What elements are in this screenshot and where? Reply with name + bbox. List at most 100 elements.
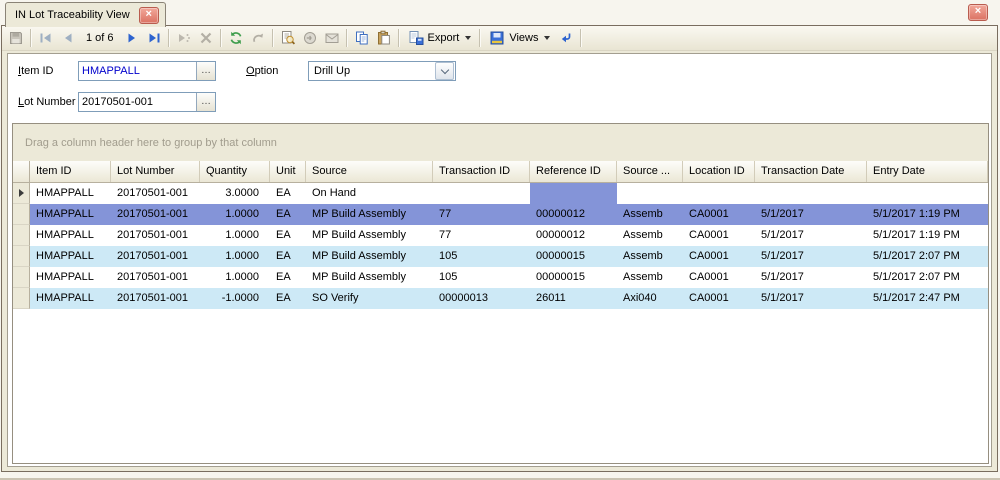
cell-transaction-date[interactable] [755,183,867,204]
row-selector[interactable] [13,288,30,309]
cell-unit[interactable]: EA [276,250,291,262]
grid-row-3[interactable]: HMAPPALL 20170501-001 1.0000 EA MP Build Ass… [13,225,988,246]
export-button[interactable]: Export [403,27,477,49]
cell-unit[interactable]: EA [276,208,291,220]
item-id-input[interactable] [79,62,196,80]
paste-button[interactable] [373,27,395,49]
cell-source[interactable]: On Hand [312,187,357,199]
print-preview-button[interactable] [277,27,299,49]
tab-close-button[interactable]: × [138,6,159,24]
cell-source[interactable]: MP Build Assembly [312,271,406,283]
cell-entry-date[interactable]: 5/1/2017 2:07 PM [873,271,960,283]
cell-item-id[interactable]: HMAPPALL [36,292,94,304]
grid-row-2[interactable]: HMAPPALL 20170501-001 1.0000 EA MP Build Ass… [13,204,988,225]
cell-reference-id[interactable]: 26011 [536,292,566,304]
cell-reference-id[interactable]: 00000015 [536,250,585,262]
cell-transaction-id[interactable]: 77 [439,208,452,220]
cell-location-id[interactable]: CA0001 [689,229,729,241]
cell-location-id[interactable]: CA0001 [689,271,729,283]
option-dropdown-button[interactable] [435,62,454,80]
column-header-lot-number[interactable]: Lot Number [111,161,200,182]
cell-transaction-id[interactable]: 105 [439,250,458,262]
next-record-button[interactable] [121,27,143,49]
row-selector[interactable] [13,183,30,204]
cell-quantity[interactable]: 1.0000 [225,250,259,262]
copy-button[interactable] [351,27,373,49]
cell-entry-date[interactable]: 5/1/2017 2:47 PM [873,292,960,304]
cell-transaction-date[interactable]: 5/1/2017 [761,208,804,220]
column-header-source[interactable]: Source [306,161,433,182]
cell-transaction-id[interactable] [433,183,530,204]
cell-source[interactable]: Axi040 [623,292,657,304]
cell-transaction-date[interactable]: 5/1/2017 [761,271,804,283]
cell-quantity[interactable]: 1.0000 [225,229,259,241]
row-selector-header[interactable] [13,161,30,182]
cell-quantity[interactable]: 3.0000 [225,187,259,199]
column-header-quantity[interactable]: Quantity [200,161,270,182]
cell-entry-date[interactable]: 5/1/2017 1:19 PM [873,229,960,241]
cell-location-id[interactable]: CA0001 [689,208,729,220]
cell-unit[interactable]: EA [276,229,291,241]
cell-item-id[interactable]: HMAPPALL [36,271,94,283]
cell-lot-number[interactable]: 20170501-001 [117,271,188,283]
group-by-panel[interactable]: Drag a column header here to group by th… [13,124,988,161]
views-button[interactable]: Views [484,27,555,49]
cell-entry-date[interactable]: 5/1/2017 2:07 PM [873,250,960,262]
cell-source[interactable]: Assemb [623,208,663,220]
row-selector[interactable] [13,267,30,288]
grid-row-5[interactable]: HMAPPALL 20170501-001 1.0000 EA MP Build Ass… [13,267,988,288]
column-header-transaction-id[interactable]: Transaction ID [433,161,530,182]
cell-entry-date[interactable]: 5/1/2017 1:19 PM [873,208,960,220]
cell-lot-number[interactable]: 20170501-001 [117,229,188,241]
cell-unit[interactable]: EA [276,187,291,199]
lot-number-input[interactable] [79,93,196,111]
column-header-reference-id[interactable]: Reference ID [530,161,617,182]
cell-source[interactable]: MP Build Assembly [312,208,406,220]
cell-source[interactable] [617,183,683,204]
cell-quantity[interactable]: 1.0000 [225,271,259,283]
cell-quantity[interactable]: 1.0000 [225,208,259,220]
refresh-button[interactable] [225,27,247,49]
grid-row-4[interactable]: HMAPPALL 20170501-001 1.0000 EA MP Build Ass… [13,246,988,267]
cell-lot-number[interactable]: 20170501-001 [117,187,188,199]
cell-lot-number[interactable]: 20170501-001 [117,208,188,220]
column-header-transaction-date[interactable]: Transaction Date [755,161,867,182]
lot-number-browse-button[interactable]: … [196,93,215,111]
cell-unit[interactable]: EA [276,292,291,304]
row-selector[interactable] [13,204,30,225]
cell-source[interactable]: SO Verify [312,292,359,304]
cell-transaction-id[interactable]: 105 [439,271,458,283]
column-header-location-id[interactable]: Location ID [683,161,755,182]
cell-unit[interactable]: EA [276,271,291,283]
cell-source[interactable]: MP Build Assembly [312,229,406,241]
cell-source[interactable]: MP Build Assembly [312,250,406,262]
cell-lot-number[interactable]: 20170501-001 [117,250,188,262]
column-header-item-id[interactable]: Item ID [30,161,111,182]
cell-source[interactable]: Assemb [623,229,663,241]
cell-item-id[interactable]: HMAPPALL [36,250,94,262]
option-dropdown[interactable]: Drill Up [308,61,456,81]
row-selector[interactable] [13,246,30,267]
last-record-button[interactable] [143,27,165,49]
cell-transaction-date[interactable]: 5/1/2017 [761,250,804,262]
column-header-source[interactable]: Source ... [617,161,683,182]
cell-lot-number[interactable]: 20170501-001 [117,292,188,304]
cell-quantity[interactable]: -1.0000 [221,292,259,304]
column-header-entry-date[interactable]: Entry Date [867,161,988,182]
tab-lot-traceability-view[interactable]: IN Lot Traceability View × [5,2,166,27]
cell-location-id[interactable] [683,183,755,204]
grid-row-6[interactable]: HMAPPALL 20170501-001 -1.0000 EA SO Verify 00… [13,288,988,309]
cell-item-id[interactable]: HMAPPALL [36,187,94,199]
item-id-browse-button[interactable]: … [196,62,215,80]
cell-reference-id[interactable]: 00000012 [536,208,585,220]
grid-row-1[interactable]: HMAPPALL 20170501-001 3.0000 EA On Hand [13,183,988,204]
switch-view-button[interactable] [555,27,577,49]
cell-source[interactable]: Assemb [623,250,663,262]
column-header-unit[interactable]: Unit [270,161,306,182]
cell-source[interactable]: Assemb [623,271,663,283]
cell-location-id[interactable]: CA0001 [689,250,729,262]
cell-reference-id[interactable] [530,183,617,204]
cell-transaction-date[interactable]: 5/1/2017 [761,229,804,241]
cell-transaction-date[interactable]: 5/1/2017 [761,292,804,304]
cell-item-id[interactable]: HMAPPALL [36,208,94,220]
